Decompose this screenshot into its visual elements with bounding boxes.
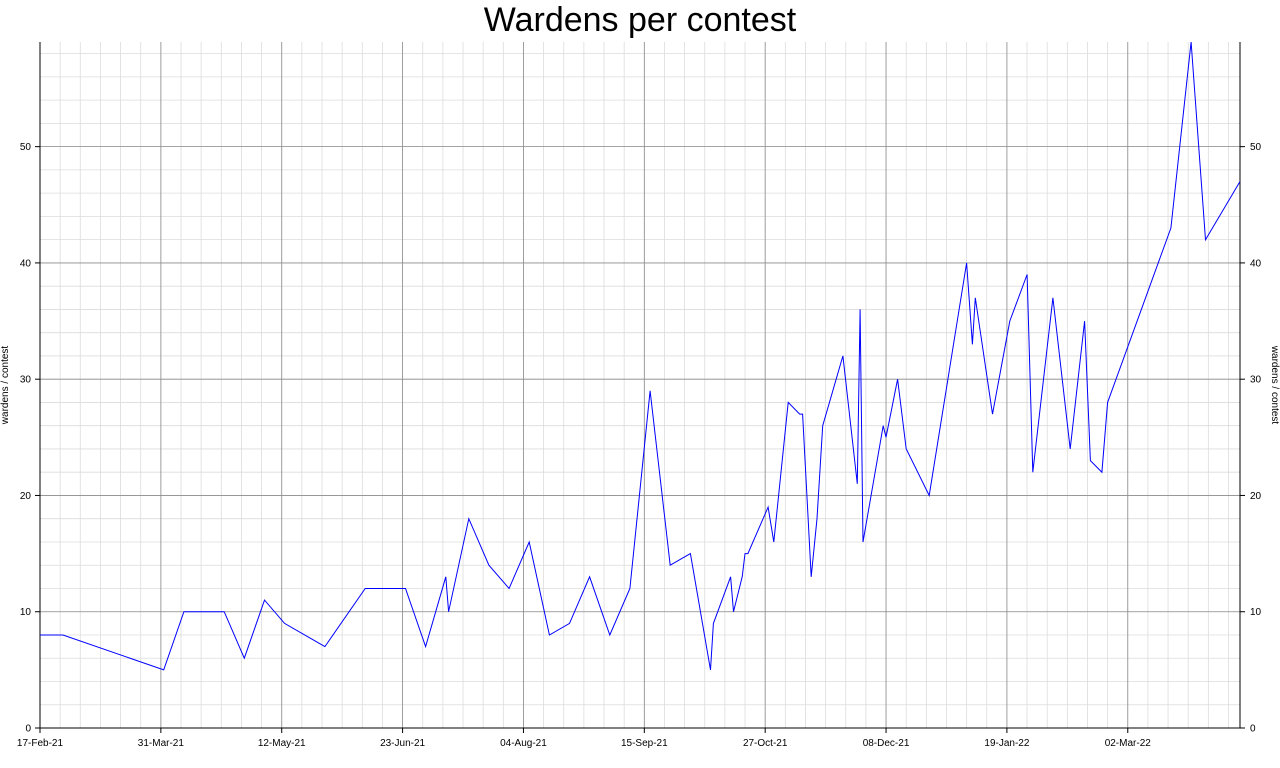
x-tick-label: 15-Sep-21 xyxy=(621,738,668,749)
y-tick-label-left: 20 xyxy=(20,491,32,502)
y-tick-label-left: 50 xyxy=(20,142,32,153)
x-tick-label: 19-Jan-22 xyxy=(984,738,1029,749)
chart-title: Wardens per contest xyxy=(483,1,797,39)
y-axis-right-ticks: 0 10 20 30 40 50 xyxy=(1240,142,1262,735)
series-layer xyxy=(40,41,1241,671)
y-tick-label-right: 10 xyxy=(1250,607,1262,618)
y-tick-label-right: 30 xyxy=(1250,375,1262,386)
y-axis-label-right: wardens / contest xyxy=(1269,345,1280,425)
y-tick-label-left: 0 xyxy=(25,724,31,735)
x-axis-ticks: 17-Feb-21 31-Mar-21 12-May-21 23-Jun-21 04-A… xyxy=(17,728,1151,749)
x-tick-label: 04-Aug-21 xyxy=(500,738,547,749)
y-tick-label-right: 40 xyxy=(1250,258,1262,269)
x-tick-label: 17-Feb-21 xyxy=(17,738,64,749)
y-axis-left-ticks: 0 10 20 30 40 50 xyxy=(20,142,40,735)
x-tick-label: 27-Oct-21 xyxy=(743,738,788,749)
x-tick-label: 12-May-21 xyxy=(258,738,306,749)
x-tick-label: 23-Jun-21 xyxy=(380,738,425,749)
minor-gridlines xyxy=(39,42,1240,729)
axes xyxy=(39,42,1241,729)
x-tick-label: 08-Dec-21 xyxy=(863,738,910,749)
y-tick-label-right: 20 xyxy=(1250,491,1262,502)
y-tick-label-right: 0 xyxy=(1250,724,1256,735)
major-gridlines xyxy=(39,42,1240,729)
y-tick-label-left: 10 xyxy=(20,607,32,618)
x-tick-label: 31-Mar-21 xyxy=(138,738,185,749)
y-tick-label-right: 50 xyxy=(1250,142,1262,153)
series-line xyxy=(40,41,1241,671)
y-tick-label-left: 40 xyxy=(20,258,32,269)
x-tick-label: 02-Mar-22 xyxy=(1105,738,1152,749)
y-axis-label-left: wardens / contest xyxy=(0,346,11,426)
y-tick-label-left: 30 xyxy=(20,375,32,386)
